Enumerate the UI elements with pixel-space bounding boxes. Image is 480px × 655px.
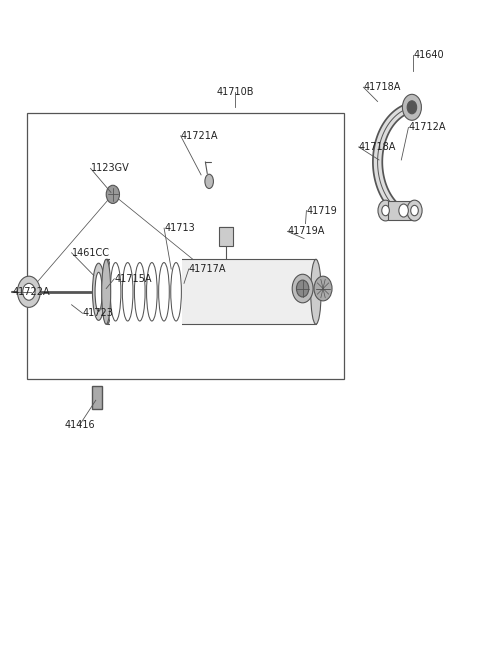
Bar — [219, 227, 233, 246]
Text: 41719A: 41719A — [288, 227, 325, 236]
Text: 1461CC: 1461CC — [72, 248, 109, 258]
Ellipse shape — [93, 263, 105, 320]
Circle shape — [411, 205, 418, 215]
Circle shape — [402, 94, 421, 121]
Circle shape — [407, 200, 422, 221]
Ellipse shape — [102, 259, 111, 324]
Text: 41416: 41416 — [64, 420, 95, 430]
Text: 41721A: 41721A — [180, 131, 218, 141]
Ellipse shape — [311, 259, 321, 324]
Bar — [92, 386, 102, 409]
Text: 41723: 41723 — [83, 309, 113, 318]
Text: 41713: 41713 — [164, 223, 195, 233]
Text: 41717A: 41717A — [189, 264, 226, 274]
Ellipse shape — [95, 272, 102, 311]
Circle shape — [399, 204, 408, 217]
Ellipse shape — [102, 259, 112, 324]
Text: 41718A: 41718A — [359, 142, 396, 152]
Text: 41712A: 41712A — [408, 122, 446, 132]
Text: 41715A: 41715A — [114, 274, 152, 284]
Circle shape — [378, 200, 393, 221]
Circle shape — [382, 205, 389, 215]
Bar — [107, 259, 316, 324]
Text: 41710B: 41710B — [216, 87, 254, 98]
Circle shape — [407, 101, 417, 114]
Text: 41719: 41719 — [306, 206, 337, 215]
Circle shape — [23, 284, 35, 300]
Text: 41640: 41640 — [413, 50, 444, 60]
Circle shape — [297, 280, 309, 297]
Circle shape — [292, 274, 313, 303]
Text: 1123GV: 1123GV — [91, 163, 129, 174]
Circle shape — [106, 185, 120, 204]
Bar — [388, 202, 416, 219]
Text: 41722A: 41722A — [12, 287, 50, 297]
Circle shape — [314, 276, 332, 301]
Ellipse shape — [205, 174, 214, 189]
Circle shape — [17, 276, 40, 307]
Bar — [109, 258, 182, 326]
Text: 41718A: 41718A — [363, 83, 401, 92]
